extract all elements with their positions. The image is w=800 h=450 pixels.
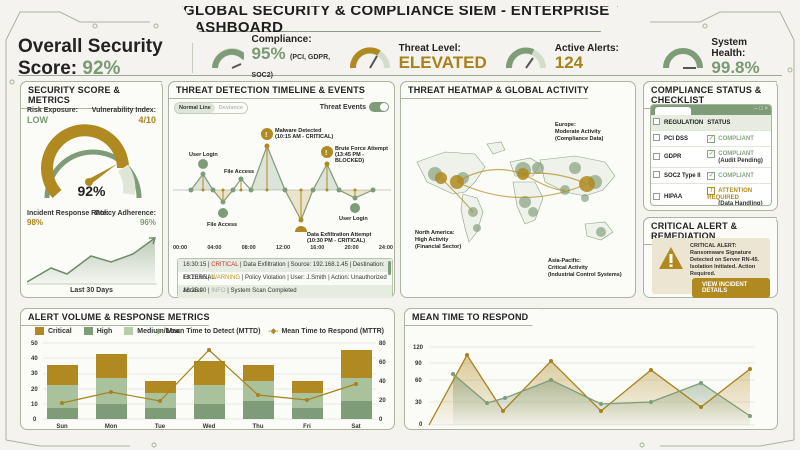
svg-text:Sat: Sat: [351, 424, 360, 429]
checklist-window: – □ × REGULATION STATUS PCI DSS ✓ COMPLIANT…: [650, 104, 772, 206]
svg-text:120: 120: [413, 345, 424, 351]
svg-text:Mon: Mon: [105, 424, 118, 429]
svg-text:20: 20: [31, 387, 38, 393]
threat-heatmap-panel: THREAT HEATMAP & GLOBAL ACTIVITY Europe:…: [400, 81, 636, 298]
compliance-row[interactable]: GDPR ✓ COMPLIANT (Audit Pending): [651, 146, 771, 168]
row-checkbox[interactable]: [653, 192, 660, 200]
gauge-icon: [211, 47, 244, 69]
toggle-deviance[interactable]: Deviance: [218, 105, 243, 111]
svg-text:0: 0: [33, 417, 37, 423]
threat-timeline-chart: !!: [173, 128, 391, 232]
event-malware[interactable]: Malware Detected (10:15 AM - CRITICAL): [275, 128, 334, 140]
event-file-access[interactable]: File Access: [224, 169, 255, 175]
warning-icon: !: [707, 187, 716, 195]
check-icon: ✓: [707, 171, 716, 180]
label-europe: Europe: Moderate Activity (Compliance Data…: [555, 122, 604, 142]
toggle-normal-line[interactable]: Normal Line: [175, 103, 215, 113]
alert-volume-panel: ALERT VOLUME & RESPONSE METRICS Critical…: [20, 308, 395, 430]
trend-sparkline: [27, 237, 157, 285]
event-brute-force[interactable]: Brute Force Attempt (13:45 PM - BLOCKED): [335, 146, 388, 164]
event-user-login[interactable]: User Login: [339, 216, 368, 222]
kpi-threat-level: Threat Level: ELEVATED: [349, 43, 487, 73]
gauge-icon: [349, 46, 390, 69]
compliance-table: REGULATION STATUS PCI DSS ✓ COMPLIANT GDPR ✓…: [651, 115, 771, 205]
divider: [192, 42, 193, 73]
svg-text:0: 0: [379, 417, 383, 423]
check-icon: ✓: [707, 134, 716, 143]
threat-timeline-panel: THREAT DETECTION TIMELINE & EVENTS Norma…: [168, 81, 395, 298]
compliance-row[interactable]: PCI DSS ✓ COMPLIANT: [651, 130, 771, 147]
kpi-system-health: System Health: 99.8%: [662, 37, 782, 78]
svg-text:0: 0: [419, 422, 423, 428]
svg-text:90: 90: [415, 361, 422, 367]
kpi-active-alerts: Active Alerts: 124: [505, 43, 625, 73]
threat-events-toggle[interactable]: [369, 102, 389, 112]
overall-security-score: Overall Security Score: 92%: [18, 35, 163, 79]
gauge-icon: [663, 47, 704, 69]
compliance-row[interactable]: HIPAA! ATTENTION REQUIRED (Data Handling): [651, 183, 771, 205]
log-scrollbar[interactable]: [388, 261, 391, 275]
warning-triangle-icon: [659, 247, 683, 269]
security-gauge-value: 92%: [77, 183, 106, 199]
svg-text:Tue: Tue: [155, 424, 166, 429]
log-row[interactable]: 16:25:00 | INFO | System Scan Completed: [178, 285, 392, 298]
event-data-exfiltration[interactable]: Data Exfiltration Attempt (10:30 PM - CRI…: [307, 232, 372, 244]
svg-text:!: !: [265, 132, 267, 139]
log-row[interactable]: 16:28:05 | WARNING | Policy Violation | …: [183, 275, 387, 294]
window-controls[interactable]: – □ ×: [754, 106, 768, 112]
svg-text:30: 30: [31, 371, 38, 377]
world-map[interactable]: [405, 132, 633, 262]
svg-text:!: !: [325, 150, 327, 157]
kpi-compliance: Compliance: 95% (PCI, GDPR, SOC2): [211, 34, 331, 82]
label-asia-pacific: Asia-Pacific: Critical Activity (Industria…: [548, 258, 622, 278]
label-north-america: North America: High Activity (Financial Se…: [415, 230, 462, 250]
svg-text:60: 60: [415, 378, 422, 384]
alert-box: CRITICAL ALERT: Ransomware Signature Det…: [652, 238, 770, 298]
checklist-window-titlebar: – □ ×: [651, 105, 771, 115]
svg-text:80: 80: [379, 341, 386, 347]
row-checkbox[interactable]: [653, 134, 660, 141]
compliance-row[interactable]: SOC2 Type II ✓ COMPLIANT: [651, 167, 771, 184]
dashboard-title: GLOBAL SECURITY & COMPLIANCE SIEM - ENTE…: [182, 6, 618, 32]
security-gauge: [41, 124, 142, 199]
check-icon: ✓: [707, 150, 716, 158]
critical-alert-panel: CRITICAL ALERT & REMEDIATION CRITICAL AL…: [643, 217, 778, 298]
svg-text:10: 10: [31, 402, 38, 408]
row-checkbox[interactable]: [653, 171, 660, 178]
event-log[interactable]: 16:30:15 | CRITICAL | Data Exfiltration …: [177, 258, 393, 298]
log-row[interactable]: 16:30:15 | CRITICAL | Data Exfiltration …: [178, 259, 392, 281]
line-mode-toggle[interactable]: Normal Line Deviance: [174, 102, 248, 114]
svg-text:50: 50: [31, 341, 38, 347]
event-user-login[interactable]: User Login: [189, 152, 218, 158]
svg-text:Fri: Fri: [303, 424, 311, 429]
timeline-x-axis: 00:00 04:00 08:00 12:00 16:00 20:00 24:00: [173, 245, 393, 251]
svg-text:30: 30: [415, 400, 422, 406]
svg-text:20: 20: [379, 398, 386, 404]
compliance-panel: COMPLIANCE STATUS & CHECKLIST – □ × REGU…: [643, 81, 778, 211]
svg-text:Wed: Wed: [203, 424, 216, 429]
select-all-checkbox[interactable]: [653, 118, 660, 125]
security-score-panel: SECURITY SCORE & METRICS Risk Exposure: …: [20, 81, 163, 298]
svg-text:Thu: Thu: [253, 424, 264, 429]
gauge-icon: [505, 47, 546, 69]
kpi-row: Overall Security Score: 92% Compliance: 9…: [18, 34, 782, 79]
chart-legend: Critical High Medium/Low: [35, 327, 180, 335]
svg-text:40: 40: [31, 356, 38, 362]
svg-text:40: 40: [379, 379, 386, 385]
svg-text:60: 60: [379, 360, 386, 366]
svg-text:Sun: Sun: [56, 424, 68, 429]
event-file-access[interactable]: File Access: [207, 222, 238, 228]
view-incident-details-button[interactable]: VIEW INCIDENT DETAILS: [692, 278, 770, 298]
row-checkbox[interactable]: [653, 152, 660, 160]
checklist-tab[interactable]: [655, 107, 691, 115]
